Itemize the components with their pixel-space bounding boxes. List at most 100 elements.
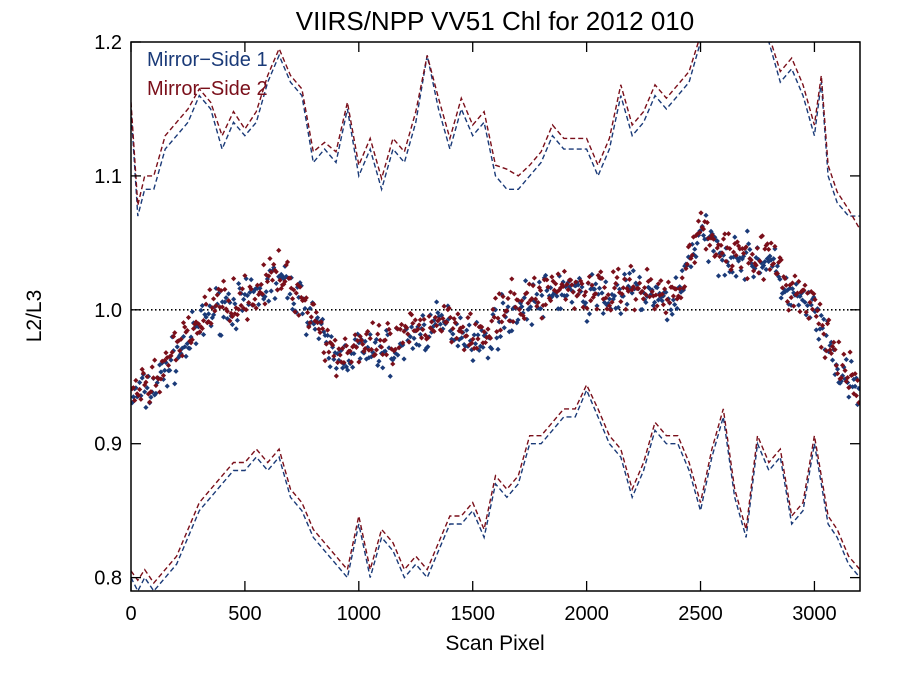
series-2-point: [684, 261, 690, 267]
series-2-point: [318, 319, 324, 325]
series-1-point: [200, 331, 207, 338]
series-2-point: [843, 378, 849, 385]
series-2-point: [267, 255, 273, 262]
series-1-point: [522, 278, 529, 284]
series-1-point: [789, 286, 796, 292]
series-1-point: [331, 356, 337, 362]
series-2-point: [809, 306, 816, 312]
series-1-lower-dashed-line: [131, 388, 860, 591]
series-2-point: [356, 359, 362, 365]
series-2-point: [131, 385, 136, 391]
series-1-point: [467, 338, 474, 344]
series-2-point: [378, 344, 385, 350]
series-1-point: [494, 335, 500, 341]
series-2-point: [428, 319, 435, 325]
series-2-point: [165, 362, 172, 368]
series-1-point: [564, 292, 570, 299]
series-1-point: [162, 367, 168, 373]
series-2-point: [415, 326, 421, 333]
series-1-point: [634, 282, 640, 288]
series-2-point: [630, 284, 636, 290]
series-2-point: [754, 245, 760, 251]
series-2-point: [667, 300, 673, 306]
series-2-point: [425, 335, 431, 341]
series-1-point: [410, 345, 416, 352]
series-2-point: [855, 377, 860, 384]
series-2-point: [420, 326, 426, 333]
series-1-point: [449, 336, 455, 342]
series-1-point: [568, 286, 574, 293]
series-2-point: [446, 305, 452, 311]
series-2-point: [818, 344, 824, 350]
series-1-point: [459, 335, 465, 341]
series-2-point: [179, 353, 185, 359]
series-2-point: [752, 260, 758, 267]
series-2-point: [655, 281, 661, 287]
series-2-point: [154, 374, 160, 381]
series-2-point: [834, 370, 841, 377]
series-1-point: [672, 302, 678, 308]
series-2-point: [418, 335, 425, 341]
series-2-point: [357, 333, 363, 340]
series-2-point: [680, 285, 687, 291]
series-2-point: [370, 320, 376, 326]
series-2-point: [144, 374, 150, 380]
series-2-point: [408, 312, 415, 318]
series-1-point: [505, 304, 511, 310]
series-2-point: [289, 296, 296, 302]
series-2-point: [679, 275, 685, 281]
series-2-point: [682, 284, 688, 290]
series-2-point: [779, 285, 786, 291]
series-1-point: [475, 332, 481, 338]
series-1-point: [148, 394, 154, 400]
series-1-point: [183, 353, 189, 359]
series-1-point: [742, 276, 748, 283]
series-2-point: [147, 399, 153, 405]
series-2-point: [767, 266, 773, 273]
series-2-point: [282, 278, 288, 285]
series-1-point: [373, 336, 380, 343]
series-1-point: [797, 293, 803, 299]
series-2-point: [664, 297, 670, 303]
series-1-point: [823, 332, 829, 339]
series-2-point: [163, 350, 169, 356]
series-1-point: [351, 350, 357, 357]
series-2-point: [199, 325, 205, 332]
series-2-point: [232, 311, 238, 317]
series-2-point: [608, 307, 614, 313]
series-1-point: [714, 238, 720, 244]
series-1-point: [538, 306, 544, 312]
series-1-point: [664, 317, 670, 323]
series-2-point: [132, 397, 138, 404]
series-1-point: [316, 336, 322, 342]
series-1-point: [476, 347, 482, 353]
series-2-point: [195, 321, 202, 327]
series-2-point: [596, 275, 603, 281]
series-1-point: [266, 298, 272, 304]
series-1-point: [788, 302, 794, 308]
series-2-point: [325, 327, 331, 333]
series-1-point: [668, 307, 674, 313]
x-tick-label: 0: [125, 603, 136, 625]
series-1-point: [464, 327, 470, 333]
series-2-point: [213, 302, 219, 309]
series-2-point: [589, 282, 595, 288]
series-1-point: [616, 286, 623, 292]
series-2-point: [583, 289, 589, 295]
series-2-point: [278, 285, 284, 292]
series-2-point: [268, 269, 274, 275]
series-1-point: [434, 299, 440, 305]
series-1-point: [296, 294, 302, 300]
series-2-point: [539, 315, 545, 321]
series-1-point: [794, 293, 801, 299]
series-1-point: [278, 271, 284, 278]
series-1-point: [644, 293, 650, 299]
series-1-point: [774, 263, 781, 269]
series-2-point: [550, 278, 556, 284]
series-1-point: [466, 322, 472, 328]
series-2-point: [492, 295, 499, 301]
series-2-point: [829, 343, 836, 350]
series-2-point: [730, 249, 737, 255]
series-2-point: [720, 236, 727, 242]
series-2-point: [527, 297, 534, 303]
